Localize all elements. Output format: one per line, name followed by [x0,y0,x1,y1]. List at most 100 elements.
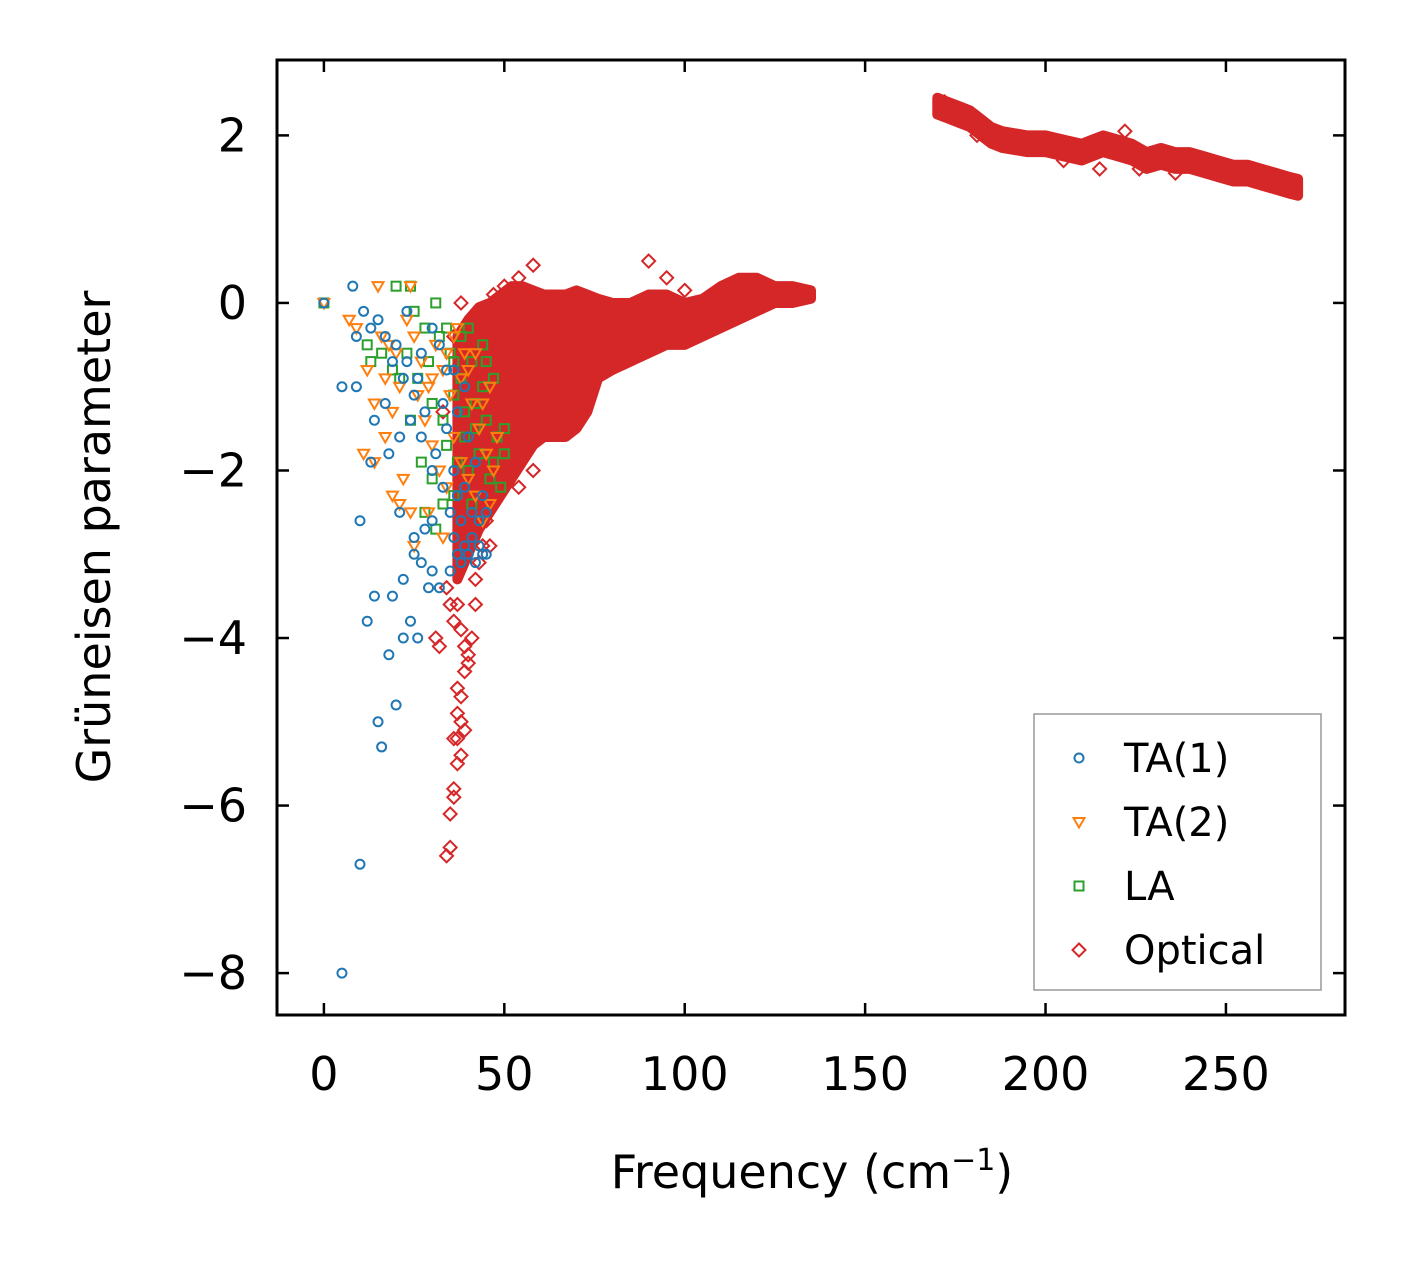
data-point [446,431,462,445]
data-point [525,462,542,479]
data-points [316,93,1184,979]
data-point [403,281,418,294]
data-point [408,532,420,543]
data-point [405,414,416,426]
data-point [469,456,481,468]
data-point [350,330,362,342]
data-point [426,322,438,334]
data-point [460,364,476,378]
x-tick-label: 0 [309,1047,338,1101]
series-ta-1- [318,280,492,979]
data-point [459,431,471,443]
data-point [441,423,453,435]
data-point [462,431,474,443]
data-point [390,699,402,711]
x-tick-label: 200 [1002,1047,1090,1101]
data-point [437,481,449,493]
data-point [466,506,478,518]
data-point [676,282,693,299]
plot-frame [275,58,1347,1017]
y-tick-label: 2 [218,108,247,162]
x-axis-ticks: 0 50 100 150 200 250 [309,60,1270,1101]
data-point [467,596,484,613]
data-point [442,806,459,822]
data-point [412,632,424,644]
data-point [460,655,477,672]
data-point [397,573,409,585]
optical-band-low [452,272,816,585]
legend-marker [1071,942,1087,958]
y-tick-label: −4 [179,611,247,665]
data-point [453,373,469,386]
data-point [385,490,400,504]
data-point [365,322,377,334]
data-point [368,414,380,426]
legend-label: TA(1) [1123,736,1229,782]
data-point [415,456,427,468]
legend-marker [1071,817,1087,830]
data-point [484,473,496,485]
data-point [525,257,542,274]
data-point [442,390,458,403]
data-point [367,398,382,411]
data-point [451,490,463,502]
legend-marker [1073,752,1085,764]
data-point [441,364,453,376]
data-point [372,314,384,326]
data-point [445,780,462,797]
data-point [453,621,469,638]
data-point [421,381,436,395]
data-point [408,389,420,401]
data-point [394,506,406,518]
data-point [423,582,435,594]
data-point [496,278,513,295]
y-tick-label: −6 [179,779,247,833]
data-point [392,381,407,395]
data-point [435,403,451,420]
optical-dense-band [452,92,1304,585]
data-point [365,456,377,468]
data-point [460,646,477,663]
data-point [498,423,510,435]
data-point [445,613,462,630]
data-point [462,322,474,334]
data-point [397,372,409,384]
data-point [415,347,427,359]
data-point [370,281,386,294]
data-point [396,473,411,487]
data-point [439,348,454,361]
data-point [480,414,492,426]
legend-box [1033,713,1322,991]
data-point [386,590,398,602]
data-point [441,322,453,334]
data-point [658,269,675,286]
data-point [456,722,473,739]
data-point [460,473,476,487]
data-point [1055,152,1072,169]
data-point [482,381,498,395]
data-point [475,398,490,411]
data-point [318,297,330,309]
data-point [467,571,484,588]
legend-marker [1073,880,1085,892]
data-point [478,512,495,529]
data-point [969,127,985,144]
data-point [448,464,460,476]
data-point [510,479,527,496]
data-point [486,465,501,478]
data-point [510,269,527,286]
data-point [471,554,487,571]
legend-label: LA [1124,864,1175,910]
data-point [437,498,449,510]
data-point [356,448,371,462]
data-point [448,490,460,502]
data-point [424,440,440,453]
data-point [394,431,406,443]
data-point [640,253,657,269]
data-point [446,331,462,344]
data-point [479,448,494,462]
data-point [468,348,483,361]
data-point [449,730,466,747]
data-point [361,339,373,351]
